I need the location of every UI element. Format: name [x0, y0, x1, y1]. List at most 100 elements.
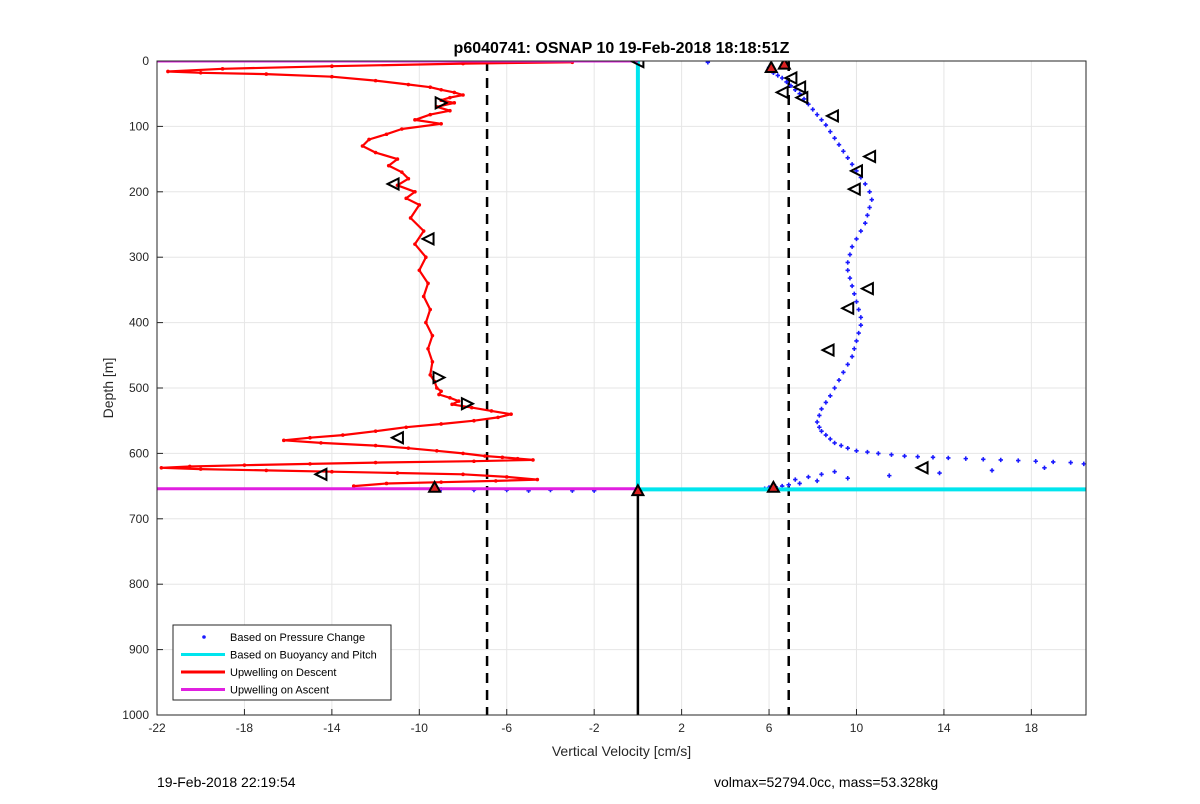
direction-marker [460, 396, 476, 411]
pressure-point [845, 155, 850, 160]
pressure-point [869, 197, 874, 202]
direction-marker [432, 370, 447, 385]
descent-point [400, 170, 404, 174]
y-tick-label: 400 [129, 316, 149, 330]
pressure-point [814, 419, 820, 425]
descent-point [469, 405, 474, 410]
pressure-point [937, 470, 942, 476]
pressure-point [858, 228, 864, 234]
direction-marker [824, 108, 839, 124]
descent-point [472, 418, 476, 423]
direction-marker [783, 70, 798, 86]
descent-point [439, 389, 443, 394]
descent-point [437, 392, 441, 397]
descent-point [198, 467, 203, 471]
descent-point [428, 307, 433, 312]
descent-point [426, 281, 430, 286]
descent-point [408, 216, 413, 220]
descent-point [448, 95, 452, 100]
descent-point [428, 112, 433, 117]
descent-point [373, 78, 378, 83]
direction-markers [313, 61, 929, 497]
pressure-point [1068, 460, 1073, 465]
descent-point [308, 435, 312, 440]
descent-point [395, 157, 400, 161]
pressure-point [775, 73, 780, 78]
pressure-point [841, 149, 846, 154]
pressure-point [797, 481, 802, 486]
pressure-point [847, 252, 853, 257]
descent-point [417, 268, 422, 273]
direction-marker [914, 460, 929, 475]
pressure-point [786, 482, 791, 487]
descent-point [450, 402, 454, 407]
descent-point [330, 469, 334, 474]
descent-point [439, 480, 443, 484]
descent-point [406, 176, 411, 181]
pressure-point [865, 449, 870, 455]
pressure-point [819, 428, 824, 434]
pressure-point [889, 452, 894, 457]
descent-point [413, 242, 417, 246]
descent-point [404, 425, 408, 430]
pressure-point [849, 162, 855, 167]
x-tick-label: -6 [501, 721, 512, 735]
descent-point [452, 101, 457, 105]
pressure-point [852, 291, 857, 297]
x-tick-label: 2 [678, 721, 685, 735]
descent-point [448, 108, 452, 113]
descent-point [430, 360, 435, 364]
pressure-point [1051, 459, 1056, 465]
pressure-point [1033, 459, 1038, 464]
descent-point [424, 255, 428, 259]
y-tick-label: 1000 [122, 708, 149, 722]
pressure-point [854, 168, 859, 174]
descent-point [428, 85, 433, 89]
x-tick-label: 6 [766, 721, 773, 735]
descent-point [461, 61, 465, 66]
direction-marker [313, 467, 328, 482]
y-axis-label: Depth [m] [100, 358, 116, 419]
pressure-point [849, 244, 855, 249]
pressure-point [845, 260, 850, 265]
legend-label: Upwelling on Ascent [230, 685, 329, 697]
descent-point [461, 93, 465, 97]
pressure-point [836, 377, 842, 383]
pressure-point [832, 440, 837, 446]
descent-point [452, 90, 457, 95]
pressure-point [863, 220, 868, 226]
pressure-point [981, 457, 986, 462]
x-tick-label: -10 [411, 721, 429, 735]
y-tick-label: 600 [129, 446, 149, 460]
pressure-point [963, 456, 968, 461]
pressure-point [854, 448, 859, 453]
descent-point [264, 468, 269, 473]
pressure-point [705, 61, 711, 65]
ticks: -22 -18 -14 -10 -6 -2 2 6 10 14 180100200300400500… [122, 54, 1038, 735]
direction-marker [794, 90, 809, 105]
descent-point [373, 150, 378, 155]
pressure-point [819, 406, 824, 412]
descent-point [535, 477, 540, 482]
pressure-point [1016, 458, 1021, 463]
pressure-point [858, 315, 864, 320]
pressure-point [847, 275, 853, 281]
y-tick-label: 800 [129, 577, 149, 591]
pressure-point [856, 330, 861, 336]
x-tick-label: -2 [589, 721, 600, 735]
pressure-point [817, 413, 822, 418]
direction-marker [434, 95, 449, 110]
direction-marker [861, 149, 877, 164]
descent-point [406, 82, 411, 87]
x-tick-label: 18 [1025, 721, 1039, 735]
pressure-point [1042, 465, 1047, 470]
descent-point [404, 196, 408, 201]
descent-point [187, 464, 192, 469]
direction-marker [840, 301, 855, 316]
pressure-point [863, 181, 868, 187]
descent-point [496, 415, 500, 420]
direction-marker [420, 231, 435, 247]
pressure-point [838, 443, 844, 448]
descent-point [351, 484, 356, 488]
descent-point [159, 465, 164, 470]
